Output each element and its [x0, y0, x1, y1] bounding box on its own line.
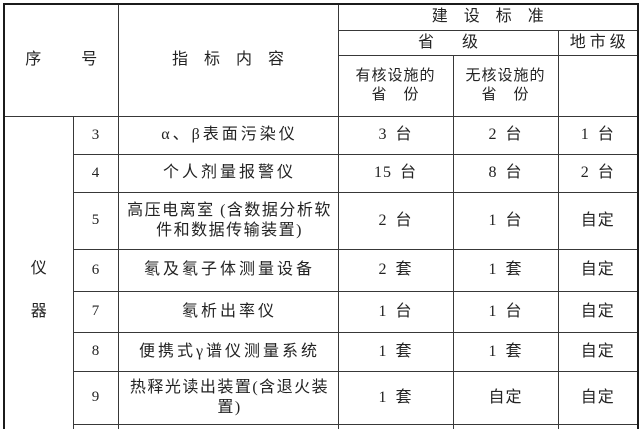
category-char-2: 器 [30, 303, 47, 321]
table-row: 9 热释光读出装置(含退火装 置) 1 套 自定 自定 [4, 370, 639, 425]
row-9-indicator: 热释光读出装置(含退火装 置) [117, 370, 339, 425]
row-6-city-value: 自定 [557, 248, 639, 292]
table-row-clipped [4, 423, 639, 429]
row-4-number: 4 [72, 153, 119, 193]
clipped-cell [337, 423, 454, 429]
header-row-sub: 有核设施的 省 份 无核设施的 省 份 [4, 54, 639, 117]
header-serial-number: 序 号 [3, 3, 119, 117]
row-3-number: 3 [72, 115, 119, 155]
header-city-level: 地市级 [557, 29, 639, 56]
row-6-number: 6 [72, 248, 119, 292]
row-8-city-value: 自定 [557, 331, 639, 372]
header-indicator-content: 指标内容 [117, 3, 339, 117]
row-9-number: 9 [72, 370, 119, 425]
row-5-indicator: 高压电离室 (含数据分析软 件和数据传输装置) [117, 191, 339, 250]
row-6-nuclear-value: 2 套 [337, 248, 454, 292]
table-row: 6 氡及氡子体测量设备 2 套 1 套 自定 [4, 248, 639, 292]
category-instruments: 仪 器 [5, 257, 72, 322]
row-5-non-nuclear-value: 1 台 [452, 191, 559, 250]
header-non-nuclear-provinces: 无核设施的 省 份 [452, 54, 559, 117]
row-9-non-nuclear-value: 自定 [452, 370, 559, 425]
row-9-nuclear-value: 1 套 [337, 370, 454, 425]
row-3-city-value: 1 台 [557, 115, 639, 155]
header-construction-standard: 建设标准 [337, 3, 639, 31]
row-9-city-value: 自定 [557, 370, 639, 425]
row-7-number: 7 [72, 290, 119, 333]
header-provincial-level: 省 级 [337, 29, 559, 56]
clipped-cell [117, 423, 339, 429]
row-7-indicator: 氡析出率仪 [117, 290, 339, 333]
row-8-number: 8 [72, 331, 119, 372]
row-7-non-nuclear-value: 1 台 [452, 290, 559, 333]
table-row: 5 高压电离室 (含数据分析软 件和数据传输装置) 2 台 1 台 自定 [4, 191, 639, 250]
clipped-cell [452, 423, 559, 429]
row-3-indicator: α、β表面污染仪 [117, 115, 339, 155]
row-7-nuclear-value: 1 台 [337, 290, 454, 333]
header-row-top: 序 号 指标内容 建设标准 [3, 3, 639, 117]
header-nuclear-provinces-line1: 有核设施的 [355, 67, 436, 84]
table-row: 7 氡析出率仪 1 台 1 台 自定 [4, 290, 639, 333]
clipped-cell [72, 423, 119, 429]
row-7-city-value: 自定 [557, 290, 639, 333]
header-city-sub-empty [557, 54, 639, 117]
header-row-level: 省 级 地市级 [4, 29, 639, 56]
row-4-non-nuclear-value: 8 台 [452, 153, 559, 193]
row-8-nuclear-value: 1 套 [337, 331, 454, 372]
row-4-nuclear-value: 15 台 [337, 153, 454, 193]
category-instruments-cell: 仪 器 [3, 115, 74, 429]
table-row: 仪 器 3 α、β表面污染仪 3 台 2 台 1 台 [3, 115, 639, 429]
row-6-non-nuclear-value: 1 套 [452, 248, 559, 292]
row-6-indicator: 氡及氡子体测量设备 [117, 248, 339, 292]
header-nuclear-provinces: 有核设施的 省 份 [337, 54, 454, 117]
category-char-1: 仪 [30, 260, 47, 278]
row-5-number: 5 [72, 191, 119, 250]
row-3-non-nuclear-value: 2 台 [452, 115, 559, 155]
row-8-indicator: 便携式γ谱仪测量系统 [117, 331, 339, 372]
header-non-nuclear-provinces-line2: 省 份 [481, 86, 530, 103]
row-5-nuclear-value: 2 台 [337, 191, 454, 250]
header-nuclear-provinces-line2: 省 份 [371, 86, 420, 103]
clipped-cell [557, 423, 639, 429]
row-8-non-nuclear-value: 1 套 [452, 331, 559, 372]
table-row: 4 个人剂量报警仪 15 台 8 台 2 台 [4, 153, 639, 193]
row-4-city-value: 2 台 [557, 153, 639, 193]
row-3-nuclear-value: 3 台 [337, 115, 454, 155]
row-5-city-value: 自定 [557, 191, 639, 250]
table-row: 8 便携式γ谱仪测量系统 1 套 1 套 自定 [4, 331, 639, 372]
row-4-indicator: 个人剂量报警仪 [117, 153, 339, 193]
header-non-nuclear-provinces-line1: 无核设施的 [465, 67, 546, 84]
standards-table: 序 号 指标内容 建设标准 省 级 地市级 有核设施的 省 份 无核设施的 省 … [3, 3, 640, 429]
